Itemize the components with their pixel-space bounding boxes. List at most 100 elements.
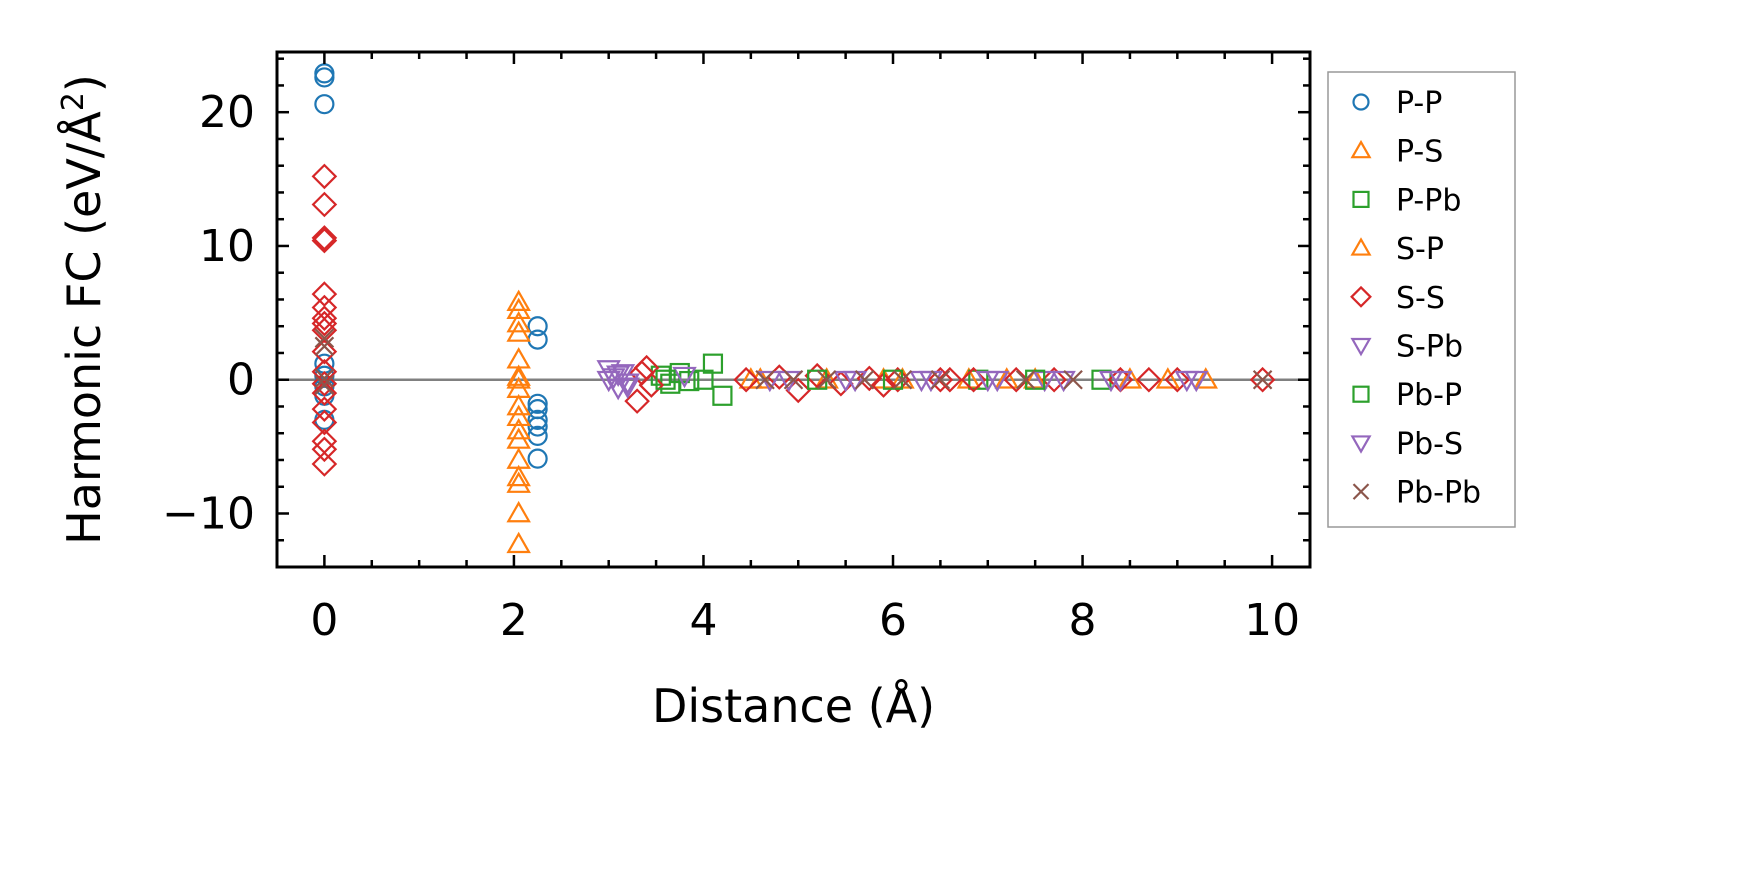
- y-tick-label: 10: [199, 221, 255, 272]
- data-point-P-Pb: [968, 369, 989, 390]
- data-point-S-S: [870, 372, 897, 398]
- data-point-Pb-Pb: [314, 375, 335, 395]
- data-point-S-P: [994, 367, 1019, 389]
- y-axis-label-end: ): [57, 74, 111, 92]
- data-point-P-P: [527, 329, 548, 350]
- data-point-Pb-P: [712, 385, 733, 406]
- x-tick-label: 0: [310, 595, 338, 646]
- x-tick-label: 6: [879, 595, 907, 646]
- data-point-S-S: [937, 366, 963, 393]
- data-point-Pb-Pb: [930, 369, 951, 390]
- y-axis-label-main: Harmonic FC (eV/Å: [57, 111, 111, 545]
- data-point-P-P: [314, 63, 335, 84]
- data-point-S-S: [311, 281, 338, 307]
- data-point-P-P: [314, 94, 335, 115]
- legend-item: P-S: [1350, 135, 1443, 170]
- data-point-Pb-S: [615, 377, 640, 399]
- data-point-Pb-Pb: [755, 369, 775, 390]
- legend-label: Pb-Pb: [1396, 476, 1481, 511]
- legend-marker: [1350, 237, 1372, 256]
- legend-marker: [1350, 139, 1372, 159]
- legend-label: Pb-P: [1396, 378, 1462, 413]
- legend-item: P-P: [1352, 86, 1442, 121]
- data-point-S-S: [311, 191, 338, 218]
- legend: P-P P-S P-Pb S-P S-S S-Pb Pb-P Pb-S Pb-Pb: [1327, 71, 1516, 528]
- data-point-Pb-P: [655, 369, 676, 390]
- data-point-S-S: [1041, 366, 1067, 393]
- data-point-P-P: [527, 393, 548, 414]
- series-P-S: [506, 289, 1218, 554]
- data-point-P-S: [506, 417, 531, 440]
- series-Pb-Pb: [314, 328, 1273, 395]
- data-point-P-P: [314, 67, 335, 88]
- y-tick-label: 0: [227, 355, 255, 406]
- plot-area: [277, 63, 1310, 554]
- legend-marker: [1352, 483, 1370, 500]
- data-point-Pb-S: [605, 365, 631, 387]
- data-point-P-S: [506, 289, 531, 312]
- x-tick-label: 8: [1069, 595, 1097, 646]
- data-point-Pb-S: [918, 370, 944, 393]
- data-point-S-S: [311, 409, 338, 436]
- data-point-Pb-S: [596, 370, 621, 393]
- data-point-P-S: [1117, 367, 1143, 389]
- data-point-S-S: [311, 227, 338, 254]
- y-tick-label: 20: [199, 87, 255, 138]
- data-point-Pb-Pb: [816, 369, 837, 390]
- data-point-S-S: [311, 380, 338, 406]
- data-point-S-S: [804, 362, 830, 389]
- data-point-P-Pb: [679, 370, 700, 392]
- data-point-S-S: [311, 436, 338, 463]
- legend-item: Pb-Pb: [1352, 476, 1481, 511]
- data-point-S-S: [311, 225, 338, 251]
- legend-marker: [1352, 93, 1370, 111]
- x-tick-label: 10: [1244, 595, 1300, 646]
- data-point-S-S: [1164, 366, 1191, 393]
- data-point-Pb-P: [702, 353, 724, 374]
- data-point-P-S: [1193, 367, 1218, 389]
- data-point-Pb-S: [1051, 370, 1076, 393]
- legend-label: S-Pb: [1396, 330, 1463, 365]
- legend-label: S-S: [1396, 281, 1445, 316]
- data-point-P-S: [506, 364, 531, 386]
- data-point-S-S: [311, 370, 338, 397]
- data-point-S-Pb: [615, 373, 640, 395]
- legend-label: S-P: [1396, 232, 1444, 267]
- data-point-S-S: [638, 372, 665, 398]
- data-point-P-P: [527, 448, 548, 469]
- data-point-P-S: [506, 464, 531, 487]
- data-point-P-S: [506, 393, 531, 416]
- data-point-S-S: [927, 366, 954, 393]
- legend-marker: [1350, 337, 1372, 357]
- data-point-Pb-Pb: [1252, 369, 1273, 390]
- data-point-Pb-Pb: [1015, 369, 1036, 390]
- legend-frame: [1327, 71, 1516, 528]
- data-point-Pb-Pb: [314, 368, 335, 389]
- data-point-S-S: [856, 365, 883, 392]
- data-point-S-S: [311, 338, 338, 365]
- data-point-S-S: [624, 388, 650, 414]
- data-point-P-P: [527, 316, 548, 337]
- legend-marker: [1352, 190, 1370, 208]
- data-point-S-Pb: [672, 366, 697, 389]
- legend-label: P-Pb: [1396, 183, 1461, 218]
- axis-ticks: 0 2 4 6 8 10 −10 0 10 20: [162, 52, 1310, 646]
- series-S-S: [311, 163, 1276, 477]
- legend-label: Pb-S: [1396, 427, 1463, 462]
- data-point-P-S: [506, 471, 531, 493]
- plot-frame: [275, 50, 1312, 569]
- legend-label: P-P: [1396, 86, 1442, 121]
- series-Pb-S: [596, 365, 1200, 399]
- data-point-S-S: [311, 305, 338, 332]
- data-point-S-S: [311, 396, 338, 422]
- y-axis-label-superscript: 2: [56, 92, 91, 111]
- data-point-P-P: [527, 409, 548, 430]
- data-point-Pb-Pb: [892, 369, 913, 390]
- data-point-Pb-S: [985, 370, 1010, 393]
- y-axis-label: Harmonic FC (eV/Å2): [56, 74, 112, 545]
- data-point-P-S: [506, 500, 531, 523]
- data-point-P-S: [1022, 367, 1048, 389]
- legend-item: S-S: [1350, 281, 1445, 316]
- data-point-S-P: [1155, 367, 1181, 389]
